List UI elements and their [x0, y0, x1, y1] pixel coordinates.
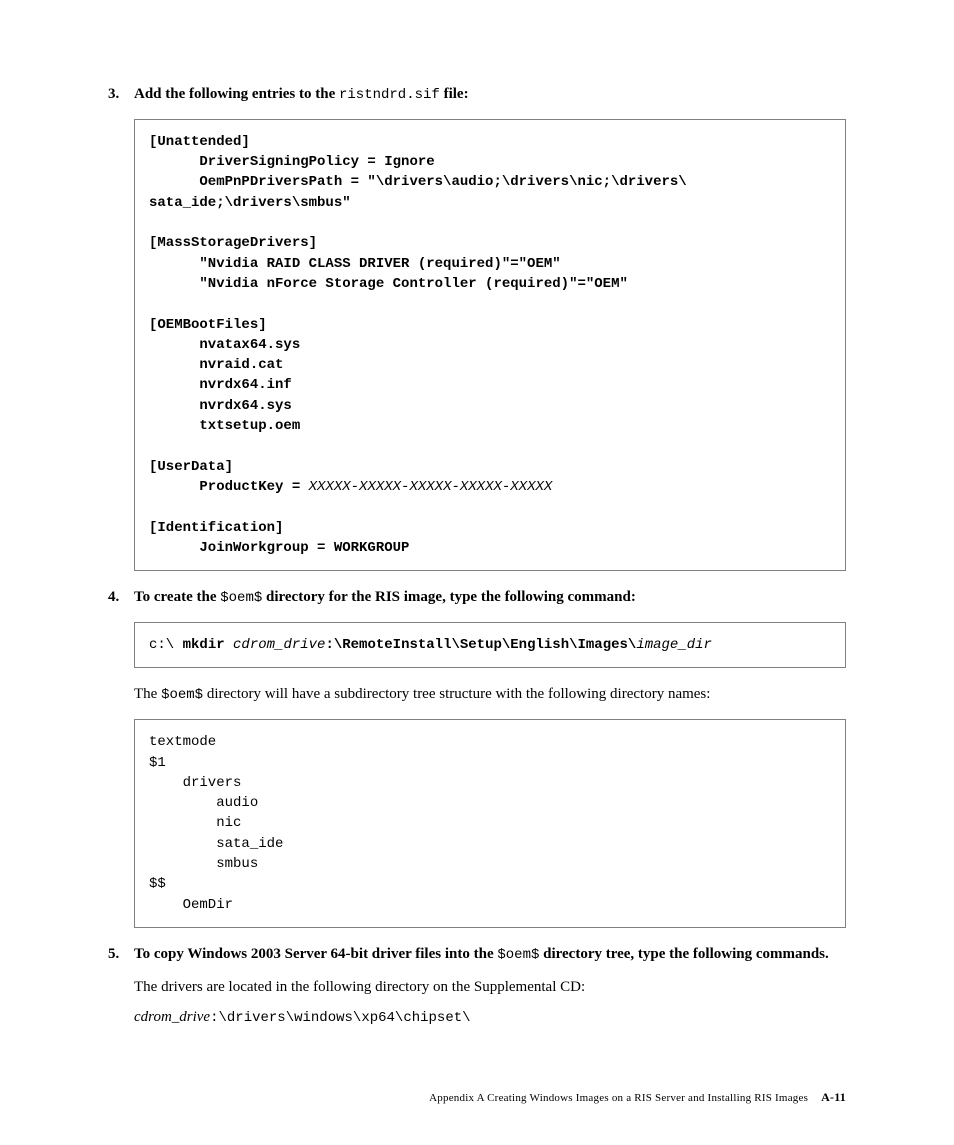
step-4-sub-text2: directory will have a subdirectory tree …: [203, 686, 710, 702]
step-4-cmd-box: c:\ mkdir cdrom_drive:\RemoteInstall\Set…: [134, 622, 846, 668]
footer-appendix: Appendix A Creating Windows Images on a …: [429, 1092, 808, 1104]
step-3-productkey-value: XXXXX-XXXXX-XXXXX-XXXXX-XXXXX: [309, 479, 553, 495]
step-4-lead: To create the: [134, 589, 220, 605]
step-3-code-tail: [Identification] JoinWorkgroup = WORKGRO…: [149, 520, 409, 556]
step-5-lead: To copy Windows 2003 Server 64-bit drive…: [134, 946, 497, 962]
step-5: 5. To copy Windows 2003 Server 64-bit dr…: [108, 944, 846, 965]
step-4-cmd-image: image_dir: [636, 637, 712, 653]
step-3-lead: Add the following entries to the: [134, 86, 339, 102]
step-4-tree: textmode $1 drivers audio nic sata_ide s…: [149, 734, 283, 912]
step-4-cmd-prefix: c:\: [149, 637, 183, 653]
step-4: 4. To create the $oem$ directory for the…: [108, 587, 846, 608]
page-footer: Appendix A Creating Windows Images on a …: [429, 1090, 846, 1105]
step-3-file: ristndrd.sif: [339, 87, 440, 103]
step-4-tree-box: textmode $1 drivers audio nic sata_ide s…: [134, 719, 846, 928]
step-3-productkey-label: ProductKey =: [149, 479, 309, 495]
step-4-cmd-drive: cdrom_drive: [233, 637, 325, 653]
step-4-oem: $oem$: [220, 590, 262, 606]
step-5-oem: $oem$: [497, 947, 539, 963]
step-4-tail: directory for the RIS image, type the fo…: [262, 589, 636, 605]
step-3-code-main: [Unattended] DriverSigningPolicy = Ignor…: [149, 134, 687, 475]
step-4-sub-para: The $oem$ directory will have a subdirec…: [134, 684, 846, 705]
step-4-sub-mono: $oem$: [161, 687, 203, 703]
step-5-path: cdrom_drive:\drivers\windows\xp64\chipse…: [134, 1009, 846, 1026]
step-4-cmd-path: :\RemoteInstall\Setup\English\Images\: [325, 637, 636, 653]
step-4-body: To create the $oem$ directory for the RI…: [134, 587, 846, 608]
step-5-path-drive: cdrom_drive: [134, 1009, 210, 1025]
step-5-sub-para: The drivers are located in the following…: [134, 977, 846, 997]
footer-page: A-11: [821, 1090, 846, 1104]
step-5-number: 5.: [108, 944, 134, 965]
step-3-body: Add the following entries to the ristndr…: [134, 84, 846, 105]
step-3-number: 3.: [108, 84, 134, 105]
page: 3. Add the following entries to the rist…: [0, 0, 954, 1145]
step-3: 3. Add the following entries to the rist…: [108, 84, 846, 105]
step-5-body: To copy Windows 2003 Server 64-bit drive…: [134, 944, 846, 965]
step-4-sub-text1: The: [134, 686, 161, 702]
step-5-sub-text: The drivers are located in the following…: [134, 979, 585, 995]
step-3-code-box: [Unattended] DriverSigningPolicy = Ignor…: [134, 119, 846, 571]
step-3-tail: file:: [440, 86, 469, 102]
step-5-tail: directory tree, type the following comma…: [539, 946, 828, 962]
step-4-cmd-mkdir: mkdir: [183, 637, 233, 653]
step-5-path-rest: :\drivers\windows\xp64\chipset\: [210, 1010, 470, 1026]
step-4-number: 4.: [108, 587, 134, 608]
